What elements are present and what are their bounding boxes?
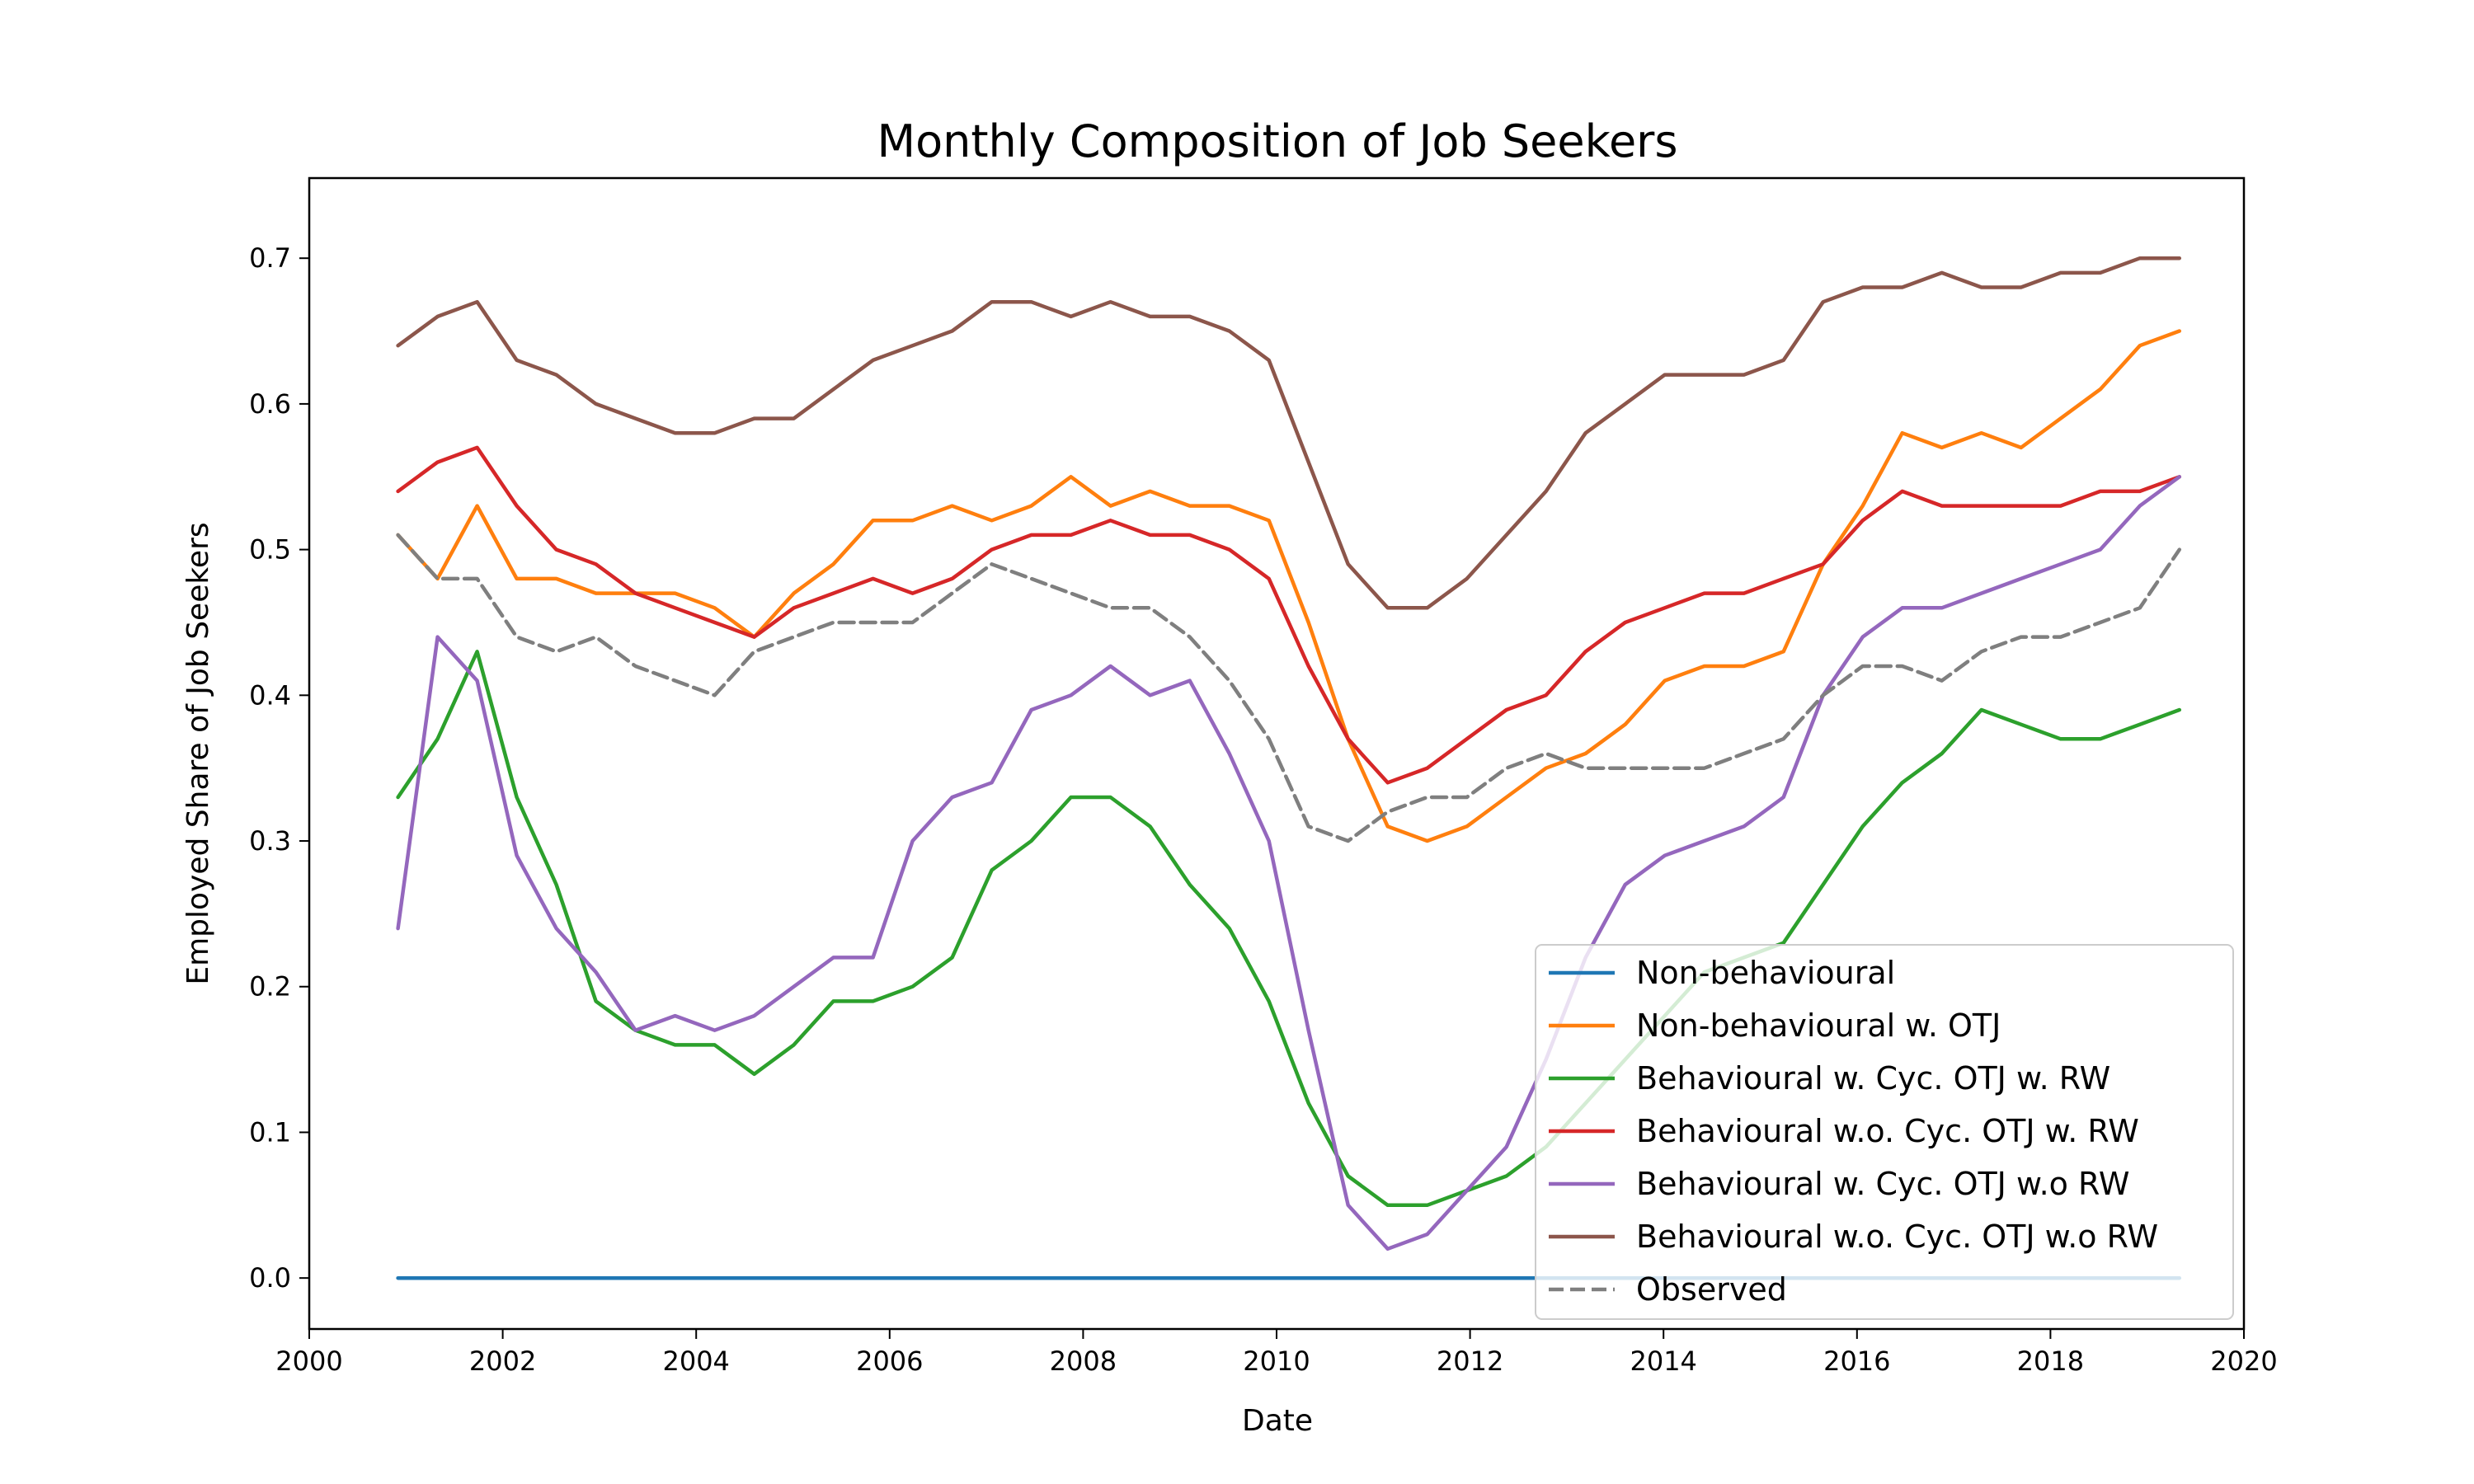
- y-tick-label: 0.2: [249, 971, 291, 1003]
- x-tick-label: 2020: [2210, 1345, 2277, 1377]
- x-axis: 2000 2002 2004 2006 2008 2010 2012 2014 2016 2018…: [275, 1329, 2278, 1377]
- x-tick-label: 2018: [2017, 1345, 2084, 1377]
- x-tick-label: 2004: [662, 1345, 729, 1377]
- legend-label: Behavioural w.o. Cyc. OTJ w.o RW: [1636, 1219, 2158, 1255]
- series-line-observed: [396, 533, 2182, 843]
- legend-label: Non-behavioural: [1636, 955, 1895, 991]
- x-tick-label: 2014: [1630, 1345, 1696, 1377]
- y-tick-label: 0.6: [249, 388, 291, 420]
- series-line-behavioural-w-cyc-otj-w-o-rw: [396, 475, 2182, 1252]
- x-tick-label: 2016: [1823, 1345, 1890, 1377]
- series-line-behavioural-w-cyc-otj-w-rw: [396, 650, 2182, 1208]
- x-tick-label: 2012: [1437, 1345, 1503, 1377]
- y-tick-label: 0.0: [249, 1262, 291, 1294]
- legend-label: Behavioural w. Cyc. OTJ w.o RW: [1636, 1166, 2129, 1202]
- series-line-non-behavioural-w-otj: [396, 329, 2182, 843]
- x-tick-label: 2010: [1243, 1345, 1310, 1377]
- x-tick-label: 2002: [469, 1345, 536, 1377]
- x-tick-label: 2006: [856, 1345, 923, 1377]
- legend-label: Behavioural w.o. Cyc. OTJ w. RW: [1636, 1113, 2139, 1149]
- legend-label: Behavioural w. Cyc. OTJ w. RW: [1636, 1060, 2110, 1097]
- series-line-behavioural-w-o-cyc-otj-w-rw: [396, 445, 2182, 785]
- x-tick-label: 2008: [1050, 1345, 1117, 1377]
- legend-label: Non-behavioural w. OTJ: [1636, 1007, 2001, 1044]
- x-tick-label: 2000: [275, 1345, 342, 1377]
- legend-label: Observed: [1636, 1271, 1787, 1308]
- x-axis-label: Date: [1242, 1404, 1313, 1438]
- series-line-behavioural-w-o-cyc-otj-w-o-rw: [396, 256, 2182, 610]
- chart-title: Monthly Composition of Job Seekers: [877, 115, 1677, 167]
- y-tick-label: 0.7: [249, 242, 291, 274]
- y-axis-label: Employed Share of Job Seekers: [181, 522, 215, 984]
- legend-box: [1535, 944, 2234, 1320]
- y-tick-label: 0.1: [249, 1116, 291, 1148]
- y-tick-label: 0.5: [249, 534, 291, 566]
- y-tick-label: 0.4: [249, 679, 291, 711]
- series-layer: [396, 256, 2182, 1280]
- y-axis: 0.0 0.1 0.2 0.3 0.4 0.5 0.6 0.7: [249, 242, 309, 1294]
- legend: Non-behavioural Non-behavioural w. OTJ Beh…: [1535, 944, 2234, 1320]
- y-tick-label: 0.3: [249, 825, 291, 857]
